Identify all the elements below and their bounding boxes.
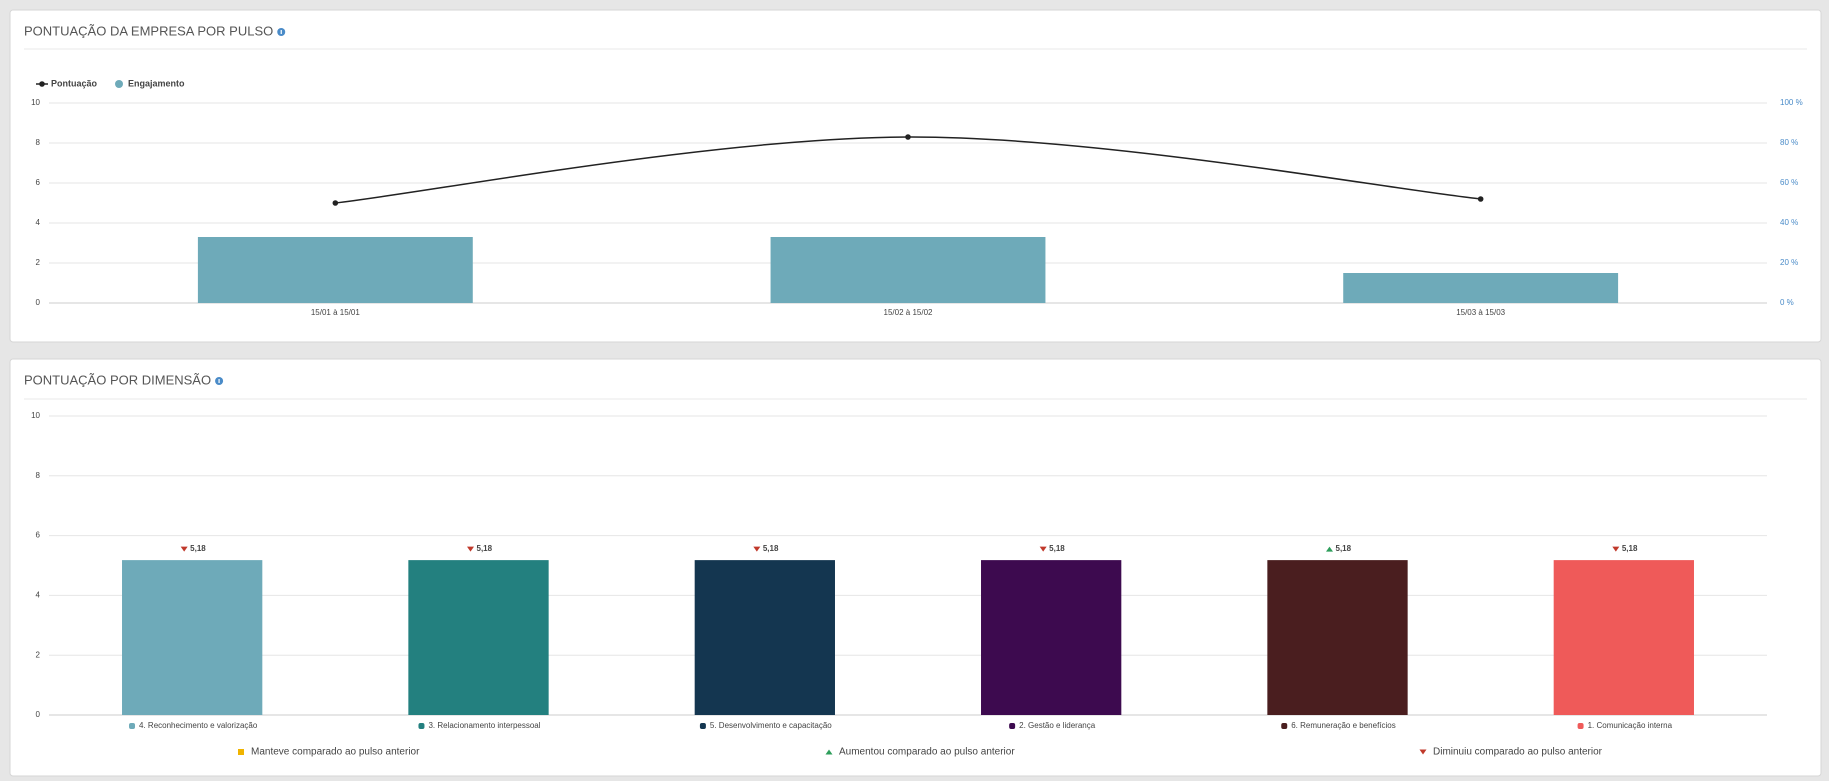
- value-label: 5,18: [1622, 544, 1638, 553]
- trend-marker: [467, 546, 474, 552]
- x-tick-label: 2. Gestão e liderança: [1019, 721, 1096, 730]
- category-icon: [1281, 723, 1288, 729]
- bar: [1267, 560, 1408, 715]
- value-label: 5,18: [763, 544, 779, 553]
- value-label: 5,18: [477, 544, 493, 553]
- legend-symbol: [115, 80, 124, 88]
- point: [1477, 196, 1484, 202]
- y2-tick-label: 20 %: [1780, 258, 1798, 267]
- bar: [770, 237, 1046, 303]
- y2-tick-label: 40 %: [1780, 218, 1798, 227]
- y-tick-label: 8: [36, 471, 41, 480]
- category-icon: [1009, 723, 1016, 729]
- y-tick-label: 6: [36, 531, 41, 540]
- bar: [1343, 273, 1619, 303]
- y-tick-label: 0: [36, 710, 41, 719]
- x-tick-label: 3. Relacionamento interpessoal: [428, 721, 540, 730]
- x-tick-label: 6. Remuneração e benefícios: [1291, 721, 1396, 730]
- y2-tick-label: 0 %: [1780, 298, 1794, 307]
- legend-label: Engajamento: [128, 78, 185, 88]
- bar: [197, 237, 473, 303]
- y-tick-label: 10: [31, 98, 40, 107]
- trend-marker: [1326, 546, 1333, 552]
- y2-tick-label: 100 %: [1780, 98, 1803, 107]
- y2-tick-label: 60 %: [1780, 178, 1798, 187]
- y2-tick-label: 80 %: [1780, 138, 1798, 147]
- x-tick-label: 5. Desenvolvimento e capacitação: [710, 721, 832, 730]
- trend-marker: [180, 546, 188, 552]
- x-tick-label: 15/01 à 15/01: [311, 308, 360, 317]
- legend-label: Manteve comparado ao pulso anterior: [251, 747, 420, 758]
- legend-label: Diminuiu comparado ao pulso anterior: [1433, 747, 1603, 758]
- value-label: 5,18: [1336, 544, 1352, 553]
- x-tick-label: 1. Comunicação interna: [1588, 721, 1673, 730]
- bar: [1553, 560, 1694, 715]
- y-tick-label: 4: [36, 218, 41, 227]
- point: [332, 200, 339, 206]
- category-icon: [699, 723, 706, 729]
- legend-symbol: [39, 81, 45, 87]
- panel-title: PONTUAÇÃO POR DIMENSÃO: [24, 372, 211, 387]
- trend-marker: [753, 546, 761, 552]
- y-tick-label: 4: [36, 591, 41, 600]
- y-tick-label: 10: [31, 411, 40, 420]
- legend-label: Aumentou comparado ao pulso anterior: [839, 747, 1015, 758]
- bar: [694, 560, 835, 715]
- legend-symbol: [825, 749, 833, 755]
- bar: [981, 560, 1122, 715]
- y-tick-label: 2: [36, 650, 41, 659]
- panel: [9, 358, 1822, 777]
- category-icon: [129, 723, 136, 729]
- legend-label: Pontuação: [51, 78, 98, 88]
- value-label: 5,18: [190, 544, 206, 553]
- trend-marker: [1039, 546, 1047, 552]
- x-tick-label: 4. Reconhecimento e valorização: [139, 721, 258, 730]
- y-tick-label: 0: [36, 298, 41, 307]
- value-label: 5,18: [1049, 544, 1065, 553]
- x-tick-label: 15/02 à 15/02: [884, 308, 933, 317]
- panel-title: PONTUAÇÃO DA EMPRESA POR PULSO: [24, 23, 273, 38]
- category-icon: [418, 723, 425, 729]
- legend-symbol: [238, 749, 244, 755]
- point: [905, 134, 911, 140]
- trend-marker: [1612, 546, 1620, 552]
- y-tick-label: 8: [36, 138, 41, 147]
- y-tick-label: 6: [36, 178, 41, 187]
- bar: [122, 560, 263, 715]
- legend-symbol: [1419, 749, 1427, 755]
- x-tick-label: 15/03 à 15/03: [1456, 308, 1505, 317]
- category-icon: [1577, 723, 1584, 729]
- y-tick-label: 2: [36, 258, 41, 267]
- bar: [408, 560, 549, 715]
